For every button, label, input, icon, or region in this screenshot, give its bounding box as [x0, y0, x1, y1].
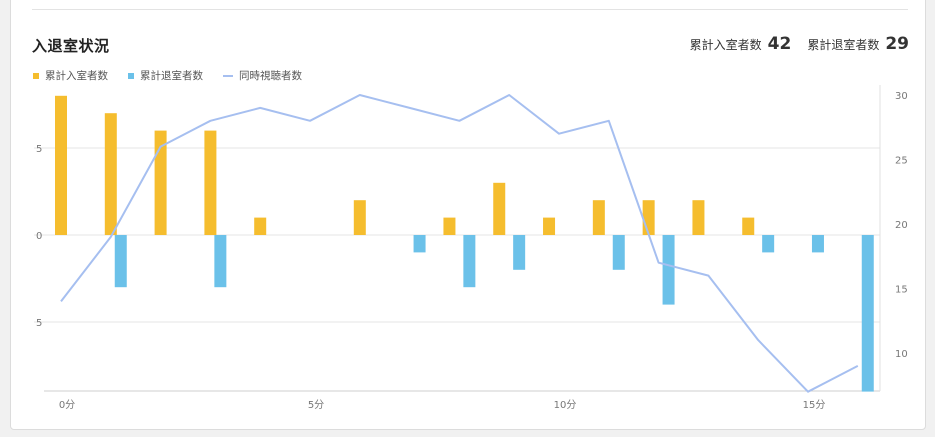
x-tick-label: 0分	[59, 399, 75, 411]
total-exit-label: 累計退室者数	[807, 38, 880, 52]
enter-bar	[443, 217, 456, 235]
enter-bar	[692, 200, 705, 235]
chart-legend: 累計入室者数 累計退室者数 同時視聴者数	[33, 68, 322, 83]
y-right-tick-label: 15	[895, 285, 908, 296]
enter-bar	[493, 182, 506, 235]
legend-label-enter: 累計入室者数	[45, 70, 108, 82]
legend-swatch-exit	[128, 72, 134, 79]
enter-bar	[592, 200, 605, 235]
enter-bar	[154, 130, 167, 235]
exit-bar	[114, 235, 127, 288]
x-tick-label: 15分	[803, 399, 826, 411]
y-right-tick-label: 20	[895, 220, 908, 231]
exit-bar	[463, 235, 476, 288]
exit-bar	[513, 235, 526, 270]
top-divider	[32, 9, 908, 10]
exit-bar	[214, 235, 227, 288]
enter-bar	[55, 95, 67, 235]
total-enter-label: 累計入室者数	[689, 38, 762, 52]
y-left-tick-label: 0	[36, 231, 42, 242]
exit-bar	[762, 235, 775, 253]
enter-bar	[642, 200, 655, 235]
exit-bar	[662, 235, 675, 305]
legend-item-enter[interactable]: 累計入室者数	[33, 68, 108, 83]
y-left-tick-label: 5	[36, 318, 42, 329]
legend-item-viewers[interactable]: 同時視聴者数	[223, 68, 302, 83]
legend-label-exit: 累計退室者数	[140, 70, 203, 82]
x-tick-label: 10分	[554, 399, 577, 411]
viewers-line	[60, 94, 859, 393]
y-left-tick-label: 5	[36, 144, 42, 155]
x-tick-label: 5分	[308, 399, 324, 411]
y-right-tick-label: 10	[895, 349, 908, 360]
y-right-tick-label: 30	[895, 91, 908, 102]
exit-bar	[612, 235, 625, 270]
enter-bar	[353, 200, 366, 235]
totals-summary: 累計入室者数 42 累計退室者数 29	[690, 34, 909, 54]
legend-swatch-enter	[33, 72, 39, 79]
exit-bar	[413, 235, 426, 253]
enter-bar	[742, 217, 755, 235]
exit-bar	[811, 235, 824, 253]
exit-bar	[861, 235, 874, 392]
enter-bar	[204, 130, 217, 235]
enter-bar	[254, 217, 267, 235]
legend-item-exit[interactable]: 累計退室者数	[128, 68, 203, 83]
enter-bar	[104, 113, 117, 235]
total-exit-value: 29	[885, 34, 909, 54]
y-right-tick-label: 25	[895, 156, 908, 167]
total-enter-value: 42	[767, 34, 792, 54]
chart-title: 入退室状況	[32, 37, 110, 55]
legend-swatch-viewers	[223, 74, 233, 77]
legend-label-viewers: 同時視聴者数	[239, 70, 302, 82]
enter-bar	[543, 217, 556, 235]
